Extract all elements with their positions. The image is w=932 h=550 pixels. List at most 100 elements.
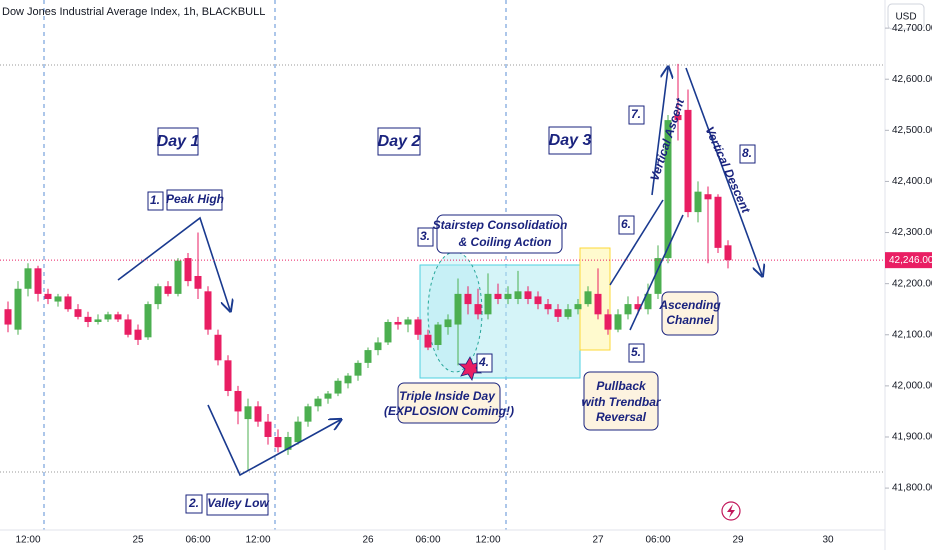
candle-body xyxy=(604,314,612,330)
y-tick-label: 42,000.00 xyxy=(892,381,932,392)
candle-body xyxy=(14,288,22,330)
candle-body xyxy=(154,286,162,305)
candle-body xyxy=(74,309,82,317)
x-tick-label: 06:00 xyxy=(645,535,670,546)
candle-body xyxy=(4,309,12,325)
y-tick-label: 42,400.00 xyxy=(892,176,932,187)
candle-body xyxy=(554,309,562,317)
annotation-box xyxy=(436,214,563,254)
candle-body xyxy=(364,350,372,363)
candle-body xyxy=(174,260,182,294)
annotation: Day 2 xyxy=(378,133,421,150)
candle-body xyxy=(504,293,512,299)
drawings xyxy=(117,3,925,521)
current-price-tag xyxy=(885,252,932,269)
annotation-box xyxy=(628,343,645,363)
annotation-box xyxy=(147,191,164,211)
candle-body xyxy=(394,321,402,325)
candle-body xyxy=(244,406,252,420)
candle-body xyxy=(664,120,672,259)
annotation: 6. xyxy=(621,217,631,231)
candle-body xyxy=(584,291,592,305)
y-tick-label: 42,600.00 xyxy=(892,74,932,85)
candle-body xyxy=(84,316,92,322)
candle-body xyxy=(114,314,122,320)
x-tick-label: 12:00 xyxy=(15,535,40,546)
annotation: Reversal xyxy=(596,410,647,424)
candle-body xyxy=(464,293,472,305)
candle-body xyxy=(674,114,682,121)
candle-body xyxy=(524,291,532,299)
annotation-box xyxy=(166,189,223,211)
x-tick-label: 06:00 xyxy=(415,535,440,546)
annotation: (EXPLOSION Coming!) xyxy=(384,404,514,418)
candle-body xyxy=(434,324,442,345)
currency[interactable]: USD xyxy=(895,12,916,23)
annotation: Triple Inside Day xyxy=(399,389,496,403)
candle-body xyxy=(534,296,542,305)
candle-body xyxy=(304,406,312,422)
candle-body xyxy=(224,360,232,391)
candle-body xyxy=(334,380,342,394)
candle-body xyxy=(544,304,552,310)
candle-body xyxy=(594,293,602,315)
candle-body xyxy=(384,321,392,343)
candle-body xyxy=(104,314,112,320)
candle-body xyxy=(164,286,172,294)
y-tick-label: 42,300.00 xyxy=(892,227,932,238)
candle-body xyxy=(234,390,242,412)
y-tick-label: 42,100.00 xyxy=(892,329,932,340)
candle-body xyxy=(274,436,282,448)
annotation: 5. xyxy=(631,345,641,359)
current-price-label: 42,246.00 xyxy=(889,255,932,266)
candle-body xyxy=(354,362,362,376)
candle-body xyxy=(284,436,292,450)
annotation: 8. xyxy=(742,146,752,160)
candle-body xyxy=(574,304,582,310)
candle-body xyxy=(494,293,502,299)
annotation-box xyxy=(157,127,199,156)
candle-body xyxy=(194,275,202,289)
x-tick-label: 29 xyxy=(732,535,744,546)
y-tick-label: 42,500.00 xyxy=(892,125,932,136)
annotation: Valley Low xyxy=(207,496,269,510)
candle-body xyxy=(624,304,632,315)
candle-body xyxy=(294,421,302,443)
annotation: 2. xyxy=(188,496,199,510)
candle-body xyxy=(64,296,72,310)
annotation-box xyxy=(583,371,659,431)
candle-body xyxy=(654,258,662,294)
annotation-box xyxy=(548,126,592,155)
candle-body xyxy=(454,293,462,325)
annotation: Ascending xyxy=(658,298,721,312)
candle-body xyxy=(124,319,132,335)
x-tick-label: 26 xyxy=(362,535,374,546)
candle-body xyxy=(424,334,432,348)
y-tick-label: 41,800.00 xyxy=(892,483,932,494)
annotation: Pullback xyxy=(596,379,647,393)
candle-body xyxy=(514,291,522,299)
annotation: Stairstep Consolidation xyxy=(433,218,568,232)
candle-body xyxy=(214,334,222,361)
candle-body xyxy=(704,194,712,200)
candle-body xyxy=(474,304,482,315)
candle-body xyxy=(644,293,652,310)
candle-body xyxy=(134,329,142,340)
annotation-box xyxy=(661,291,719,336)
annotation: Peak High xyxy=(166,192,224,206)
candle-body xyxy=(714,196,722,248)
y-tick-label: 42,700.00 xyxy=(892,23,932,34)
candle-body xyxy=(184,258,192,282)
candle-body xyxy=(344,375,352,384)
annotation: 4. xyxy=(478,355,489,369)
annotation-box xyxy=(417,227,434,247)
annotation: 7. xyxy=(631,107,641,121)
x-tick-label: 25 xyxy=(132,535,144,546)
candle-body xyxy=(204,291,212,330)
candle-body xyxy=(374,342,382,351)
y-tick-label: 41,900.00 xyxy=(892,432,932,443)
annotation-box xyxy=(739,144,756,164)
chart-title: Dow Jones Industrial Average Index, 1h, … xyxy=(2,6,265,18)
candle-body xyxy=(724,245,732,261)
candle-body xyxy=(564,309,572,317)
